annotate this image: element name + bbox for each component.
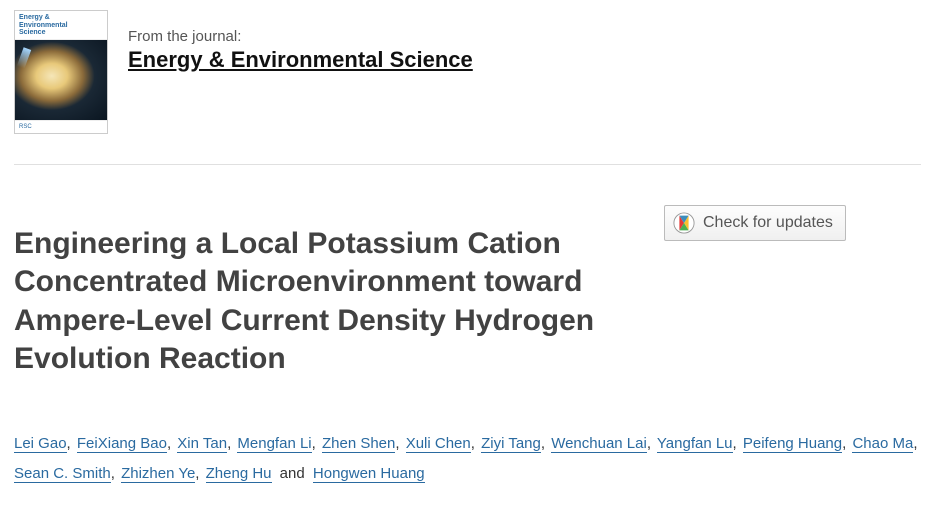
author-link[interactable]: Zhen Shen xyxy=(322,435,395,453)
cover-title: Energy & Environmental Science xyxy=(15,11,107,40)
journal-cover-thumbnail[interactable]: Energy & Environmental Science RSC xyxy=(14,10,108,134)
author-separator: , xyxy=(195,465,199,482)
author-separator: , xyxy=(67,435,71,452)
author-separator: , xyxy=(312,435,316,452)
author-link[interactable]: Ziyi Tang xyxy=(481,435,541,453)
author-separator: , xyxy=(842,435,846,452)
author-separator: , xyxy=(167,435,171,452)
author-list: Lei Gao, FeiXiang Bao, Xin Tan, Mengfan … xyxy=(14,429,921,489)
journal-info: From the journal: Energy & Environmental… xyxy=(128,10,473,73)
journal-name-link[interactable]: Energy & Environmental Science xyxy=(128,47,473,72)
author-separator: , xyxy=(227,435,231,452)
cover-title-line: Environmental xyxy=(19,22,68,30)
author-link[interactable]: Yangfan Lu xyxy=(657,435,733,453)
author-separator: , xyxy=(913,435,917,452)
author-link[interactable]: Sean C. Smith xyxy=(14,465,111,483)
author-link[interactable]: Mengfan Li xyxy=(237,435,311,453)
author-link[interactable]: Xin Tan xyxy=(177,435,227,453)
check-for-updates-button[interactable]: Check for updates xyxy=(664,205,846,241)
cover-title-line: Science xyxy=(19,29,68,37)
author-link[interactable]: Wenchuan Lai xyxy=(551,435,647,453)
author-link[interactable]: Zhizhen Ye xyxy=(121,465,195,483)
author-separator: , xyxy=(733,435,737,452)
from-journal-label: From the journal: xyxy=(128,28,473,45)
cover-footer: RSC xyxy=(15,120,107,133)
crossmark-icon xyxy=(673,212,695,234)
check-for-updates-label: Check for updates xyxy=(703,214,833,232)
author-link[interactable]: Zheng Hu xyxy=(206,465,272,483)
author-separator: , xyxy=(541,435,545,452)
article-title: Engineering a Local Potassium Cation Con… xyxy=(14,225,644,379)
author-separator: , xyxy=(471,435,475,452)
journal-header: Energy & Environmental Science RSC From … xyxy=(14,10,921,165)
author-and: and xyxy=(276,465,309,482)
author-link[interactable]: Lei Gao xyxy=(14,435,67,453)
author-link[interactable]: FeiXiang Bao xyxy=(77,435,167,453)
author-link[interactable]: Hongwen Huang xyxy=(313,465,425,483)
cover-title-line: Energy & xyxy=(19,14,68,22)
author-link[interactable]: Peifeng Huang xyxy=(743,435,842,453)
author-separator: , xyxy=(395,435,399,452)
author-separator: , xyxy=(111,465,115,482)
author-separator: , xyxy=(647,435,651,452)
cover-image xyxy=(15,40,107,120)
author-link[interactable]: Chao Ma xyxy=(852,435,913,453)
author-link[interactable]: Xuli Chen xyxy=(406,435,471,453)
